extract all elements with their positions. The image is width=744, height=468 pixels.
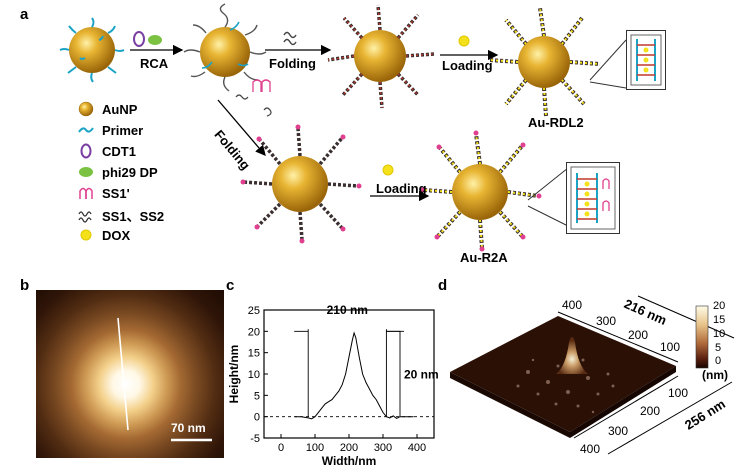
- tick-top-100: 100: [660, 340, 681, 354]
- afm-image: 70 nm: [36, 290, 224, 458]
- loading-label-bottom: Loading: [376, 181, 427, 196]
- y-tick-label: 25: [248, 305, 260, 317]
- legend-item-phi29: phi29 DP: [78, 164, 158, 180]
- surface-3d-plot: [450, 295, 735, 455]
- legend-item-ss1p: SS1': [78, 185, 130, 201]
- y-tick-label: 0: [254, 412, 260, 424]
- callout-box-top: [626, 30, 666, 90]
- x-tick-label: 400: [408, 442, 426, 454]
- tick-front-300: 300: [608, 424, 629, 438]
- aunp-primer-particle: [59, 17, 125, 83]
- loading-label-top: Loading: [442, 58, 493, 73]
- rca-product-particle: [183, 3, 267, 92]
- legend-label: AuNP: [102, 101, 138, 117]
- surface-peak: [556, 337, 588, 374]
- polymerase-icon: [79, 167, 93, 177]
- panel-label-a: a: [20, 6, 29, 23]
- loaded-particle-bottom: [420, 130, 542, 252]
- y-tick-label: -5: [250, 433, 260, 445]
- colorbar: [695, 305, 709, 369]
- tick-top-200: 200: [628, 328, 649, 342]
- legend-label: SS1、SS2: [102, 209, 165, 224]
- legend-item-primer: Primer: [78, 122, 143, 138]
- product-label-bottom: Au-R2A: [460, 250, 508, 265]
- folded-particle-top: [327, 4, 435, 109]
- x-tick-label: 100: [306, 442, 324, 454]
- tick-front-100: 100: [668, 386, 689, 400]
- height-profile-chart: 0 100 200 300 400 -5 0 5 10 15 20 25 210 nm 20 nm Widt…: [227, 303, 439, 468]
- rca-label: RCA: [140, 56, 169, 71]
- legend-label: SS1': [102, 185, 130, 201]
- legend-item-aunp: AuNP: [78, 101, 137, 117]
- colorbar-tick-5: 5: [715, 342, 722, 354]
- loaded-particle-top: [489, 7, 601, 117]
- x-tick-label: 200: [340, 442, 358, 454]
- drug-molecule-icon: [80, 229, 92, 241]
- profile-line: [117, 317, 129, 431]
- profile-series-line: [294, 331, 414, 420]
- dox-icon-top: [458, 35, 470, 47]
- y-tick-label: 5: [254, 390, 260, 402]
- y-axis-label: Height/nm: [227, 345, 241, 404]
- x-axis-label: Width/nm: [322, 454, 377, 468]
- colorbar-tick-0: 0: [715, 355, 722, 367]
- folded-particle-bottom: [240, 124, 362, 244]
- folding-label-top: Folding: [269, 56, 316, 71]
- scale-bar-label: 70 nm: [171, 421, 206, 435]
- x-tick-label: 300: [374, 442, 392, 454]
- colorbar-tick-15: 15: [713, 314, 726, 326]
- legend-label: Primer: [102, 122, 144, 138]
- colorbar-tick-10: 10: [713, 328, 726, 340]
- polymerase-icon: [148, 35, 162, 45]
- colorbar-tick-20: 20: [713, 300, 726, 312]
- gold-sphere-icon: [78, 101, 94, 117]
- legend-item-ss1-ss2: SS1、SS2: [78, 206, 164, 225]
- surface-texture: [516, 358, 615, 414]
- x-tick-label: 0: [278, 442, 284, 454]
- primer-strand-icon: [78, 127, 94, 133]
- hairpin-strand-icon: [79, 187, 93, 199]
- tick-front-400: 400: [580, 442, 601, 456]
- y-tick-label: 10: [248, 369, 260, 381]
- panel-label-b: b: [20, 277, 30, 294]
- legend-label: DOX: [102, 227, 131, 243]
- colorbar-unit: (nm): [702, 368, 728, 382]
- dox-icon-bottom: [382, 164, 394, 176]
- hairpin-icon-diag: [252, 79, 262, 92]
- circular-template-icon: [133, 31, 145, 47]
- legend-item-dox: DOX: [78, 227, 130, 243]
- arrow-folding-diag: [217, 99, 266, 156]
- panel-label-c: c: [226, 277, 235, 294]
- callout-box-bottom: [566, 162, 620, 234]
- legend-label: phi29 DP: [102, 164, 158, 180]
- y-tick-label: 20: [248, 326, 260, 338]
- tick-top-400: 400: [562, 298, 583, 312]
- tick-top-300: 300: [596, 314, 617, 328]
- height-annotation: 20 nm: [404, 367, 439, 381]
- scheme-diagram: [59, 3, 627, 252]
- legend-label: CDT1: [102, 143, 136, 159]
- wavy-strands-icon: [78, 210, 92, 223]
- y-tick-label: 15: [248, 348, 260, 360]
- tick-front-200: 200: [640, 404, 661, 418]
- product-label-top: Au-RDL2: [528, 115, 584, 130]
- width-annotation: 210 nm: [327, 303, 368, 317]
- legend-item-cdt1: CDT1: [78, 143, 136, 159]
- panel-label-d: d: [438, 277, 448, 294]
- circular-template-icon: [80, 143, 92, 159]
